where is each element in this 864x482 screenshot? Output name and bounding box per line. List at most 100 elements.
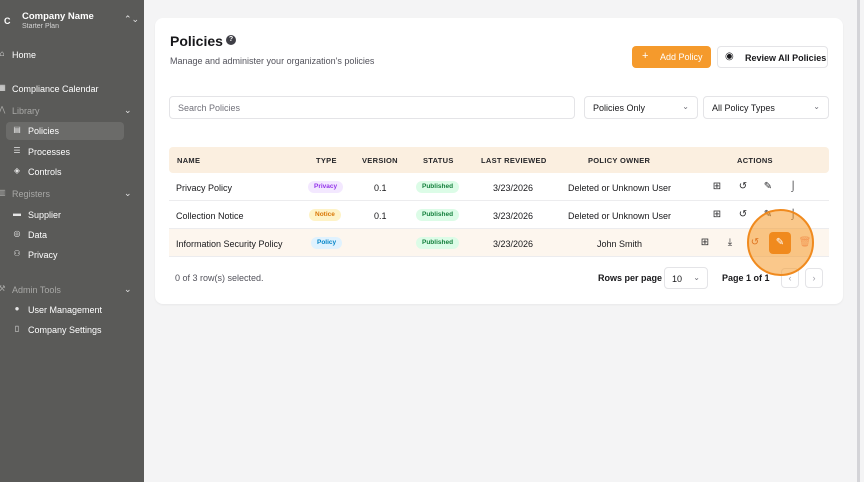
last-reviewed: 3/23/2026 [493, 211, 534, 221]
type-badge: Notice [309, 209, 341, 221]
sidebar-item-label: Library [12, 106, 40, 116]
policies-card: Policies ? Manage and administer your or… [155, 18, 843, 304]
database-icon: ◎ [13, 229, 21, 238]
column-header-version[interactable]: VERSION [362, 156, 398, 165]
sidebar-item-label: Admin Tools [12, 285, 61, 295]
history-icon[interactable]: ↺ [738, 209, 748, 220]
sidebar-item-compliance-calendar[interactable]: ▦ Compliance Calendar [0, 80, 144, 98]
help-icon[interactable]: ? [226, 35, 236, 45]
table-row[interactable]: Collection Notice Notice 0.1 Published 3… [169, 201, 829, 229]
policy-version: 0.1 [374, 211, 387, 221]
chevron-down-icon: ⌄ [124, 188, 132, 198]
scrollbar[interactable] [857, 0, 860, 482]
sidebar-item-label: Policies [28, 126, 60, 136]
policy-name[interactable]: Privacy Policy [176, 183, 233, 193]
scope-select[interactable]: Policies Only ⌄ [584, 96, 698, 119]
sidebar-item-policies[interactable]: ▤ Policies [6, 122, 124, 140]
view-icon[interactable]: ⊞ [712, 209, 722, 220]
column-header-status[interactable]: STATUS [423, 156, 454, 165]
sidebar-item-processes[interactable]: ☰ Processes [0, 143, 144, 161]
chevron-updown-icon: ⌃⌄ [124, 14, 140, 24]
policy-name[interactable]: Collection Notice [176, 211, 244, 221]
sidebar-item-data[interactable]: ◎ Data [0, 226, 144, 244]
chevron-down-icon: ⌄ [693, 273, 700, 282]
rows-per-page-value: 10 [672, 274, 683, 284]
sidebar-item-label: Supplier [28, 210, 62, 220]
sidebar-item-controls[interactable]: ◈ Controls [0, 163, 144, 181]
download-icon[interactable]: ⤓ [727, 237, 733, 248]
sidebar-item-label: Data [28, 230, 48, 240]
sidebar-item-label: User Management [28, 305, 103, 315]
status-badge: Published [416, 209, 460, 221]
users-icon: ⚇ [13, 249, 21, 258]
sidebar-item-privacy[interactable]: ⚇ Privacy [0, 246, 144, 264]
register-icon: ▥ [0, 188, 6, 197]
search-input[interactable] [169, 96, 575, 119]
last-reviewed: 3/23/2026 [493, 239, 534, 249]
status-badge: Published [416, 237, 460, 249]
policy-name[interactable]: Information Security Policy [176, 239, 283, 249]
add-policy-label: Add Policy [660, 52, 703, 62]
edit-icon[interactable]: ✎ [769, 232, 791, 254]
page-subtitle: Manage and administer your organization'… [170, 56, 375, 66]
eye-icon: ◉ [725, 51, 734, 62]
type-badge: Privacy [308, 181, 344, 193]
policy-owner: Deleted or Unknown User [568, 183, 672, 193]
sidebar-item-label: Privacy [28, 250, 58, 260]
sidebar-item-company-settings[interactable]: ▯ Company Settings [0, 321, 144, 339]
column-header-last-reviewed[interactable]: LAST REVIEWED [481, 156, 547, 165]
add-policy-button[interactable]: + Add Policy [632, 46, 711, 68]
chevron-down-icon: ⌄ [124, 284, 132, 294]
chevron-down-icon: ⌄ [682, 102, 689, 111]
view-icon[interactable]: ⊞ [712, 181, 722, 192]
sidebar-group-library[interactable]: ⋀ Library ⌄ [0, 102, 144, 120]
calendar-icon: ▦ [0, 83, 6, 92]
rows-per-page-select[interactable]: 10 ⌄ [664, 267, 708, 289]
sidebar-item-label: Home [12, 50, 37, 60]
chevron-down-icon: ⌄ [813, 102, 820, 111]
sidebar-item-label: Controls [28, 167, 62, 177]
policy-type-select-value: All Policy Types [712, 103, 775, 113]
review-all-policies-button[interactable]: ◉ Review All Policies [717, 46, 828, 68]
table-row[interactable]: Information Security Policy Policy Publi… [169, 229, 829, 257]
sidebar-item-label: Company Settings [28, 325, 102, 335]
sidebar-item-label: Compliance Calendar [12, 84, 99, 94]
shield-icon: ◈ [13, 166, 21, 175]
policy-type-select[interactable]: All Policy Types ⌄ [703, 96, 829, 119]
table-header: NAME TYPE VERSION STATUS LAST REVIEWED P… [169, 147, 829, 173]
rows-per-page-label: Rows per page [598, 273, 663, 283]
policy-owner: Deleted or Unknown User [568, 211, 672, 221]
column-header-actions: ACTIONS [737, 156, 773, 165]
view-icon[interactable]: ⊞ [700, 237, 710, 248]
sidebar-group-registers[interactable]: ▥ Registers ⌄ [0, 185, 144, 203]
sidebar-item-home[interactable]: ⌂ Home [0, 46, 144, 64]
page-indicator: Page 1 of 1 [722, 273, 770, 283]
wrench-icon: ⚒ [0, 284, 6, 293]
selection-count: 0 of 3 row(s) selected. [175, 273, 264, 283]
column-header-type[interactable]: TYPE [316, 156, 337, 165]
table-row[interactable]: Privacy Policy Privacy 0.1 Published 3/2… [169, 173, 829, 201]
company-logo: C [4, 16, 11, 26]
sidebar-item-label: Registers [12, 189, 51, 199]
library-icon: ⋀ [0, 105, 6, 114]
plus-icon: + [642, 50, 649, 62]
next-page-button[interactable]: › [805, 268, 823, 288]
policy-owner: John Smith [597, 239, 643, 249]
sidebar-group-admin-tools[interactable]: ⚒ Admin Tools ⌄ [0, 281, 144, 299]
column-header-policy-owner[interactable]: POLICY OWNER [588, 156, 651, 165]
status-badge: Published [416, 181, 460, 193]
company-switcher[interactable]: C Company Name Starter Plan ⌃⌄ [0, 8, 144, 36]
page-title: Policies [170, 33, 223, 49]
edit-icon[interactable]: ✎ [763, 181, 773, 192]
history-icon[interactable]: ↺ [738, 181, 748, 192]
truck-icon: ▬ [13, 209, 21, 218]
sidebar-item-user-management[interactable]: ● User Management [0, 301, 144, 319]
sidebar-item-supplier[interactable]: ▬ Supplier [0, 206, 144, 224]
column-header-name[interactable]: NAME [177, 156, 201, 165]
last-reviewed: 3/23/2026 [493, 183, 534, 193]
type-badge: Policy [311, 237, 343, 249]
scope-select-value: Policies Only [593, 103, 646, 113]
policy-version: 0.1 [374, 183, 387, 193]
more-icon[interactable]: ⌡ [789, 181, 797, 192]
user-icon: ● [14, 304, 20, 313]
